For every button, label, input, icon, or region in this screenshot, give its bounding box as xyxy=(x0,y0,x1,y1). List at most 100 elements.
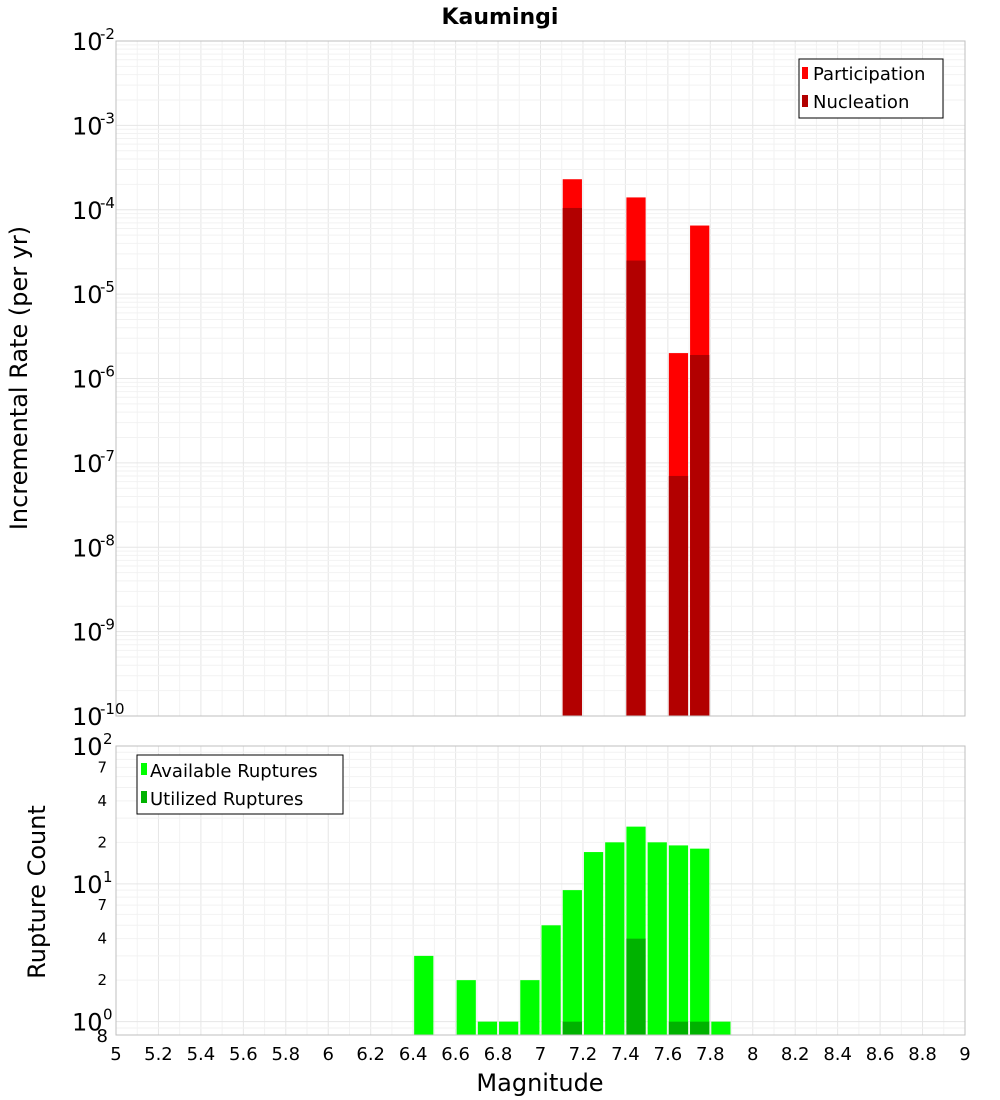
bottom-y-minor-tick-label: 2 xyxy=(97,971,107,989)
top-y-axis-label: Incremental Rate (per yr) xyxy=(5,226,33,530)
svg-text:2: 2 xyxy=(103,730,113,748)
bottom-bar-b xyxy=(562,1021,582,1035)
top-plot-border xyxy=(115,40,966,717)
svg-text:10: 10 xyxy=(72,197,103,225)
legend-label-utilized: Utilized Ruptures xyxy=(150,789,303,810)
bottom-y-minor-tick-label: 8 xyxy=(97,1026,108,1047)
svg-text:-6: -6 xyxy=(100,363,115,381)
bottom-y-minor-tick-label: 2 xyxy=(97,833,107,851)
x-tick-label: 5.6 xyxy=(229,1044,258,1065)
x-tick-labels: 5 5.2 5.4 5.6 5.8 6 6.2 6.4 6.6 6.8 7 7.2 7.4 7.6 7.8 8… xyxy=(110,1044,970,1065)
legend-label-available: Available Ruptures xyxy=(150,761,318,782)
top-bar-b xyxy=(668,475,689,716)
top-bars xyxy=(562,179,710,717)
bottom-bar-a xyxy=(668,845,689,1035)
svg-text:10: 10 xyxy=(72,281,103,309)
x-tick-label: 6 xyxy=(323,1044,334,1065)
bottom-y-minor-tick-label: 7 xyxy=(97,896,107,914)
top-y-tick-label: 10-7 xyxy=(72,447,115,478)
top-y-tick-label: 10-10 xyxy=(72,700,125,731)
bottom-bar-a xyxy=(414,955,434,1035)
bottom-bar-b xyxy=(626,938,646,1035)
x-tick-label: 8.8 xyxy=(908,1044,937,1065)
svg-text:10: 10 xyxy=(72,871,103,899)
bottom-bar-a xyxy=(456,980,476,1035)
svg-text:10: 10 xyxy=(72,733,103,761)
svg-text:10: 10 xyxy=(72,534,103,562)
x-axis-label: Magnitude xyxy=(476,1069,603,1097)
x-tick-label: 7.8 xyxy=(696,1044,725,1065)
svg-text:10: 10 xyxy=(72,1009,103,1037)
top-y-tick-label: 10-5 xyxy=(72,278,115,309)
bottom-plot-border xyxy=(115,745,966,1036)
top-legend-box xyxy=(798,58,944,119)
svg-text:-2: -2 xyxy=(100,25,115,43)
x-tick-label: 7.6 xyxy=(654,1044,683,1065)
legend-swatch-nucleation xyxy=(802,95,808,107)
svg-text:-10: -10 xyxy=(100,700,125,718)
bottom-bar-a xyxy=(583,852,604,1035)
x-tick-label: 6.4 xyxy=(399,1044,428,1065)
bottom-bar-a xyxy=(477,1021,498,1035)
legend-label-participation: Participation xyxy=(813,64,925,85)
svg-text:-3: -3 xyxy=(100,109,115,127)
legend-swatch-utilized xyxy=(141,791,147,803)
x-tick-label: 6.6 xyxy=(441,1044,470,1065)
top-bar-b xyxy=(690,354,710,716)
chart-title: Kaumingi xyxy=(442,5,559,30)
top-y-tick-label: 10-6 xyxy=(72,363,115,394)
x-tick-label: 8.2 xyxy=(781,1044,810,1065)
bottom-bar-a xyxy=(499,1021,519,1035)
x-tick-label: 7.2 xyxy=(569,1044,598,1065)
legend-swatch-available xyxy=(141,763,147,775)
bottom-y-tick-label: 10 2 xyxy=(72,730,113,761)
x-tick-label: 8 xyxy=(747,1044,758,1065)
svg-text:-8: -8 xyxy=(100,531,115,549)
top-bar-b xyxy=(562,207,582,716)
svg-text:1: 1 xyxy=(103,868,113,886)
x-tick-label: 5.2 xyxy=(144,1044,173,1065)
svg-text:10: 10 xyxy=(72,366,103,394)
x-tick-label: 5 xyxy=(110,1044,121,1065)
bottom-y-tick-label: 10 1 xyxy=(72,868,113,899)
x-tick-label: 6.2 xyxy=(356,1044,385,1065)
top-legend: Participation Nucleation xyxy=(798,58,944,119)
svg-text:10: 10 xyxy=(72,112,103,140)
bottom-bar-b xyxy=(690,1021,710,1035)
svg-text:10: 10 xyxy=(72,703,103,731)
svg-text:-7: -7 xyxy=(100,447,115,465)
bottom-bar-b xyxy=(668,1021,689,1035)
top-gridlines xyxy=(115,41,966,717)
bottom-y-axis-label: Rupture Count xyxy=(23,805,51,979)
bottom-bars xyxy=(414,826,731,1035)
svg-text:-5: -5 xyxy=(100,278,115,296)
bottom-legend: Available Ruptures Utilized Ruptures xyxy=(136,754,344,815)
svg-text:-4: -4 xyxy=(100,194,115,212)
top-bar-b xyxy=(626,260,646,716)
svg-text:10: 10 xyxy=(72,28,103,56)
bottom-bar-a xyxy=(520,980,540,1035)
top-y-tick-label: 10-2 xyxy=(72,25,115,56)
bottom-legend-box xyxy=(136,754,344,815)
top-y-tick-label: 10-3 xyxy=(72,109,115,140)
bottom-bar-a xyxy=(690,848,710,1035)
bottom-bar-a xyxy=(647,842,667,1035)
legend-swatch-participation xyxy=(802,67,808,79)
bottom-bar-a xyxy=(541,925,561,1035)
x-tick-label: 8.4 xyxy=(823,1044,852,1065)
bottom-bar-a xyxy=(605,842,625,1035)
x-tick-label: 5.8 xyxy=(271,1044,300,1065)
bottom-bar-a xyxy=(711,1021,731,1035)
top-y-tick-label: 10-4 xyxy=(72,194,115,225)
top-y-tick-label: 10-9 xyxy=(72,616,115,647)
bottom-y-minor-tick-label: 7 xyxy=(97,758,107,776)
top-y-tick-label: 10-8 xyxy=(72,531,115,562)
bottom-y-tick-label: 10 0 xyxy=(72,1006,113,1037)
x-tick-label: 7.4 xyxy=(611,1044,640,1065)
legend-label-nucleation: Nucleation xyxy=(813,92,909,113)
bottom-y-minor-tick-label: 4 xyxy=(97,792,107,810)
bottom-y-minor-tick-label: 4 xyxy=(97,930,107,948)
